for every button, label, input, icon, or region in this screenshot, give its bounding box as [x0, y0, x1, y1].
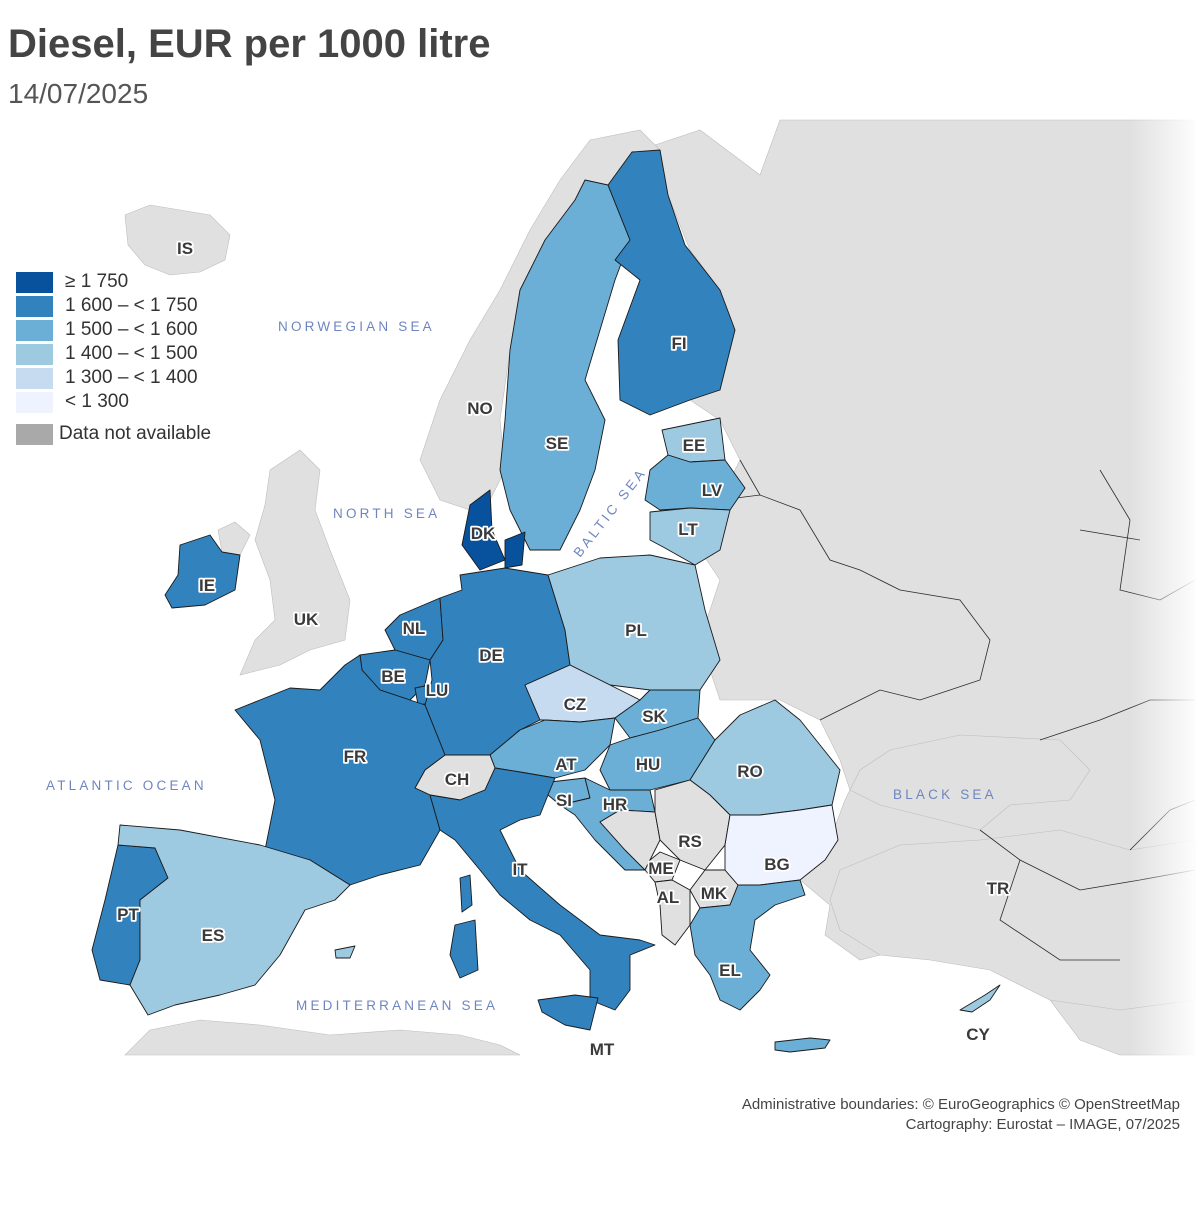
label-at: AT [555, 755, 577, 774]
legend-label-na: Data not available [59, 423, 212, 444]
label-al: AL [657, 888, 680, 907]
legend-swatch [16, 391, 53, 413]
sea-label-north: NORTH SEA [333, 506, 440, 521]
uk [239, 449, 351, 676]
credits: Administrative boundaries: © EuroGeograp… [742, 1095, 1180, 1135]
country-al[interactable] [654, 879, 691, 946]
sea-label-atlantic: ATLANTIC OCEAN [46, 778, 207, 793]
corsica[interactable] [459, 874, 473, 913]
label-pl: PL [625, 621, 647, 640]
label-cy: CY [966, 1025, 990, 1044]
label-fr: FR [344, 747, 367, 766]
northern-ireland [217, 521, 251, 556]
label-de: DE [479, 646, 503, 665]
legend-label: 1 300 – < 1 400 [65, 367, 198, 388]
country-it[interactable] [429, 767, 656, 1011]
country-el[interactable] [689, 879, 806, 1011]
legend-item: < 1 300 [16, 390, 211, 414]
label-sk: SK [642, 707, 666, 726]
label-el: EL [719, 961, 741, 980]
label-pt: PT [117, 905, 139, 924]
eastern-land [639, 119, 1196, 1056]
label-ch: CH [445, 770, 470, 789]
credits-cartography: Cartography: Eurostat – IMAGE, 07/2025 [905, 1116, 1180, 1133]
legend-swatch [16, 319, 53, 341]
label-si: SI [556, 791, 572, 810]
label-it: IT [512, 860, 528, 879]
label-hr: HR [603, 795, 628, 814]
legend-label: ≥ 1 750 [65, 271, 129, 292]
label-be: BE [381, 667, 405, 686]
label-lt: LT [678, 520, 698, 539]
label-tr: TR [987, 879, 1010, 898]
label-uk: UK [294, 610, 319, 629]
label-se: SE [546, 434, 569, 453]
legend-swatch [16, 295, 53, 317]
north-africa [124, 1019, 521, 1056]
legend-item: 1 500 – < 1 600 [16, 318, 211, 342]
label-dk: DK [471, 524, 496, 543]
legend-item-na: Data not available [16, 422, 211, 446]
country-rs[interactable] [654, 779, 731, 871]
label-ee: EE [683, 436, 706, 455]
label-lu: LU [426, 681, 449, 700]
country-bg[interactable] [724, 804, 839, 886]
country-lv[interactable] [644, 454, 746, 511]
country-lt[interactable] [649, 507, 731, 566]
sea-label-norwegian: NORWEGIAN SEA [278, 319, 435, 334]
map-title: Diesel, EUR per 1000 litre [8, 22, 491, 66]
country-pl[interactable] [547, 554, 721, 691]
label-ro: RO [737, 762, 763, 781]
country-cy[interactable] [959, 984, 1001, 1013]
credits-boundaries: Administrative boundaries: © EuroGeograp… [741, 1096, 1180, 1113]
legend-label: < 1 300 [65, 391, 129, 412]
label-no: NO [467, 399, 493, 418]
label-ie: IE [199, 576, 215, 595]
legend-label: 1 600 – < 1 750 [65, 295, 198, 316]
legend-label: 1 500 – < 1 600 [65, 319, 198, 340]
legend-label: 1 400 – < 1 500 [65, 343, 198, 364]
label-nl: NL [403, 619, 426, 638]
legend-item: ≥ 1 750 [16, 270, 211, 294]
iceland [124, 204, 231, 276]
crete[interactable] [774, 1037, 831, 1053]
map-date: 14/07/2025 [8, 78, 149, 109]
turkey-land [829, 829, 1196, 1011]
label-es: ES [202, 926, 225, 945]
legend-swatch [16, 343, 53, 365]
country-se[interactable] [499, 179, 631, 551]
country-es[interactable] [117, 824, 351, 1016]
balearic[interactable] [334, 945, 356, 959]
legend-swatch-na [16, 423, 53, 445]
legend-swatch [16, 367, 53, 389]
sea-label-black: BLACK SEA [893, 787, 997, 802]
label-lv: LV [702, 481, 723, 500]
legend-swatch [16, 271, 53, 293]
country-ie[interactable] [164, 534, 241, 609]
sardinia[interactable] [449, 919, 479, 979]
label-hu: HU [636, 755, 661, 774]
label-is: IS [177, 239, 193, 258]
label-cz: CZ [564, 695, 587, 714]
label-mk: MK [701, 884, 728, 903]
label-bg: BG [764, 855, 790, 874]
map-legend: ≥ 1 750 1 600 – < 1 750 1 500 – < 1 600 … [16, 270, 211, 446]
label-mt: MT [590, 1040, 615, 1059]
legend-item: 1 400 – < 1 500 [16, 342, 211, 366]
label-me: ME [648, 859, 674, 878]
legend-item: 1 300 – < 1 400 [16, 366, 211, 390]
sicily[interactable] [537, 994, 599, 1031]
bosnia [599, 809, 661, 871]
sea-label-mediterranean: MEDITERRANEAN SEA [296, 998, 498, 1013]
label-rs: RS [678, 832, 702, 851]
country-fi[interactable] [607, 149, 736, 416]
country-dk[interactable] [461, 489, 526, 571]
legend-item: 1 600 – < 1 750 [16, 294, 211, 318]
east-borders [719, 459, 1196, 961]
label-fi: FI [671, 334, 686, 353]
